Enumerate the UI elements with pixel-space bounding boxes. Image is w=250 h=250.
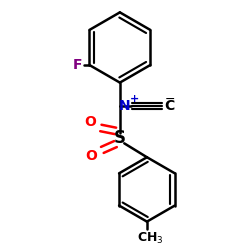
Text: +: + (130, 94, 140, 104)
Text: N: N (118, 99, 130, 113)
Text: S: S (114, 129, 126, 147)
Text: O: O (85, 149, 97, 163)
Text: F: F (73, 58, 82, 72)
Text: O: O (84, 115, 96, 129)
Text: −: − (165, 93, 175, 106)
Text: C: C (164, 99, 174, 113)
Text: CH$_3$: CH$_3$ (136, 231, 163, 246)
